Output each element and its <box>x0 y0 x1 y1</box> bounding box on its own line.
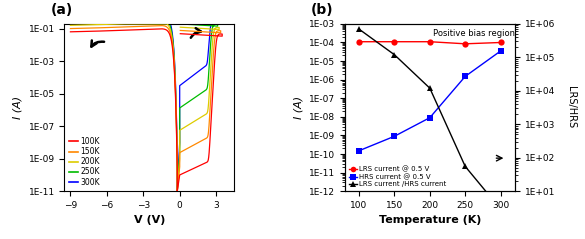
X-axis label: V (V): V (V) <box>133 216 165 225</box>
Y-axis label: I (A): I (A) <box>13 96 23 119</box>
Legend: 100K, 150K, 200K, 250K, 300K: 100K, 150K, 200K, 250K, 300K <box>66 134 103 190</box>
Y-axis label: LRS/HRS: LRS/HRS <box>566 87 576 129</box>
Text: (a): (a) <box>51 3 73 17</box>
Legend: LRS current @ 0.5 V, HRS current @ 0.5 V, LRS current /HRS current: LRS current @ 0.5 V, HRS current @ 0.5 V… <box>346 163 449 190</box>
Y-axis label: I (A): I (A) <box>294 96 304 119</box>
Text: Positive bias region: Positive bias region <box>433 29 515 38</box>
Text: (b): (b) <box>311 3 333 17</box>
X-axis label: Temperature (K): Temperature (K) <box>378 216 481 225</box>
